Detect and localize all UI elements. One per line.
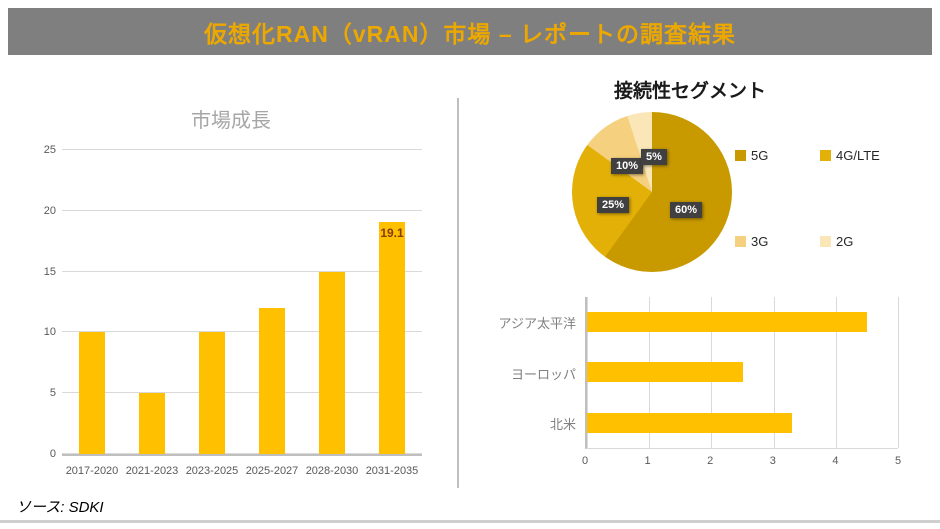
legend-item-4g-lte: 4G/LTE [820, 148, 880, 163]
y-tick-label: 20 [43, 204, 56, 217]
bar-2025-2027 [259, 308, 285, 454]
x-tick-label: 2017-2020 [65, 465, 119, 477]
connectivity-pie [572, 112, 732, 272]
regional-xticks: 0 1 2 3 4 5 [581, 455, 902, 471]
x-tick-label: 2021-2023 [125, 465, 179, 477]
x-tick-label: 2031-2035 [365, 465, 419, 477]
regional-labels: アジア太平洋ヨーロッパ北米 [468, 297, 576, 449]
regional-plot [585, 297, 899, 449]
pie-label-4g-lte: 25% [597, 197, 630, 213]
gridline [62, 392, 422, 394]
x-tick-label: 3 [769, 455, 776, 467]
section-divider [457, 98, 459, 488]
x-tick-label: 2028-2030 [305, 465, 359, 477]
legend-swatch [735, 236, 746, 247]
market-growth-chart: 市場成長 0 5 10 15 20 25 19.1 2017-2020 2021-2023 2… [22, 98, 440, 480]
bar-data-label: 19.1 [380, 225, 404, 240]
pie-label-5g: 60% [670, 202, 703, 218]
legend-item-2g: 2G [820, 234, 853, 249]
legend-label: 4G/LTE [836, 148, 880, 163]
bar-2028-2030 [319, 271, 345, 454]
gridline [835, 297, 837, 448]
category-label: ヨーロッパ [510, 366, 576, 382]
bar-北米 [587, 412, 793, 433]
bar-row [587, 347, 898, 397]
pie-label-3g: 10% [611, 158, 644, 174]
legend-label: 3G [751, 234, 769, 249]
bar-2017-2020 [79, 332, 105, 454]
bar-アジア太平洋 [587, 312, 867, 333]
legend-label: 5G [751, 148, 769, 163]
bar-row [587, 297, 898, 347]
gridline [898, 297, 899, 448]
gridline [62, 209, 422, 211]
category-label: 北米 [549, 417, 576, 433]
market-growth-plot: 0 5 10 15 20 25 19.1 [44, 144, 422, 460]
legend-label: 2G [836, 234, 854, 249]
bar-column: 19.1 [362, 150, 422, 454]
x-tick-label: 2 [707, 455, 714, 467]
bar-2021-2023 [139, 393, 165, 454]
bar-2023-2025 [199, 332, 225, 454]
gridline [62, 270, 422, 272]
market-growth-bars: 19.1 [62, 150, 422, 454]
y-tick-label: 15 [43, 265, 56, 278]
bar-column [62, 150, 122, 454]
x-tick-label: 2025-2027 [245, 465, 299, 477]
bar-2031-2035: 19.1 [379, 221, 405, 454]
page-title: 仮想化RAN（vRAN）市場 – レポートの調査結果 [203, 20, 737, 47]
x-tick-label: 0 [581, 455, 589, 467]
regional-bars [587, 297, 898, 448]
bottom-edge-line [0, 520, 940, 523]
legend-swatch [735, 150, 746, 161]
pie-label-2g: 5% [641, 149, 667, 165]
bar-column [122, 150, 182, 454]
gridline [773, 297, 775, 448]
legend-swatch [820, 236, 831, 247]
bar-column [302, 150, 362, 454]
bar-column [182, 150, 242, 454]
x-tick-label: 2023-2025 [185, 465, 239, 477]
y-tick-label: 10 [43, 326, 56, 339]
header-banner: 仮想化RAN（vRAN）市場 – レポートの調査結果 [8, 8, 932, 55]
regional-chart: アジア太平洋ヨーロッパ北米 0 1 2 3 4 5 [468, 293, 920, 479]
legend-swatch [820, 150, 831, 161]
legend-item-3g: 3G [735, 234, 768, 249]
bar-ヨーロッパ [587, 362, 743, 383]
category-label: アジア太平洋 [498, 315, 576, 331]
gridline [62, 331, 422, 333]
bar-column [242, 150, 302, 454]
gridline [62, 149, 422, 150]
y-tick-label: 5 [49, 387, 56, 400]
connectivity-title: 接続性セグメント [613, 81, 766, 102]
x-tick-label: 5 [894, 455, 902, 467]
y-tick-label: 0 [49, 448, 56, 460]
market-growth-xlabels: 2017-2020 2021-2023 2023-2025 2025-2027 2028… [62, 460, 422, 480]
bar-row [587, 398, 898, 448]
legend-item-5g: 5G [735, 148, 768, 163]
x-tick-label: 1 [644, 455, 651, 467]
x-tick-label: 4 [832, 455, 839, 467]
gridline [62, 453, 422, 454]
y-tick-label: 25 [43, 144, 56, 156]
source-note: ソース: SDKI [16, 499, 104, 516]
market-growth-title: 市場成長 [191, 110, 271, 132]
